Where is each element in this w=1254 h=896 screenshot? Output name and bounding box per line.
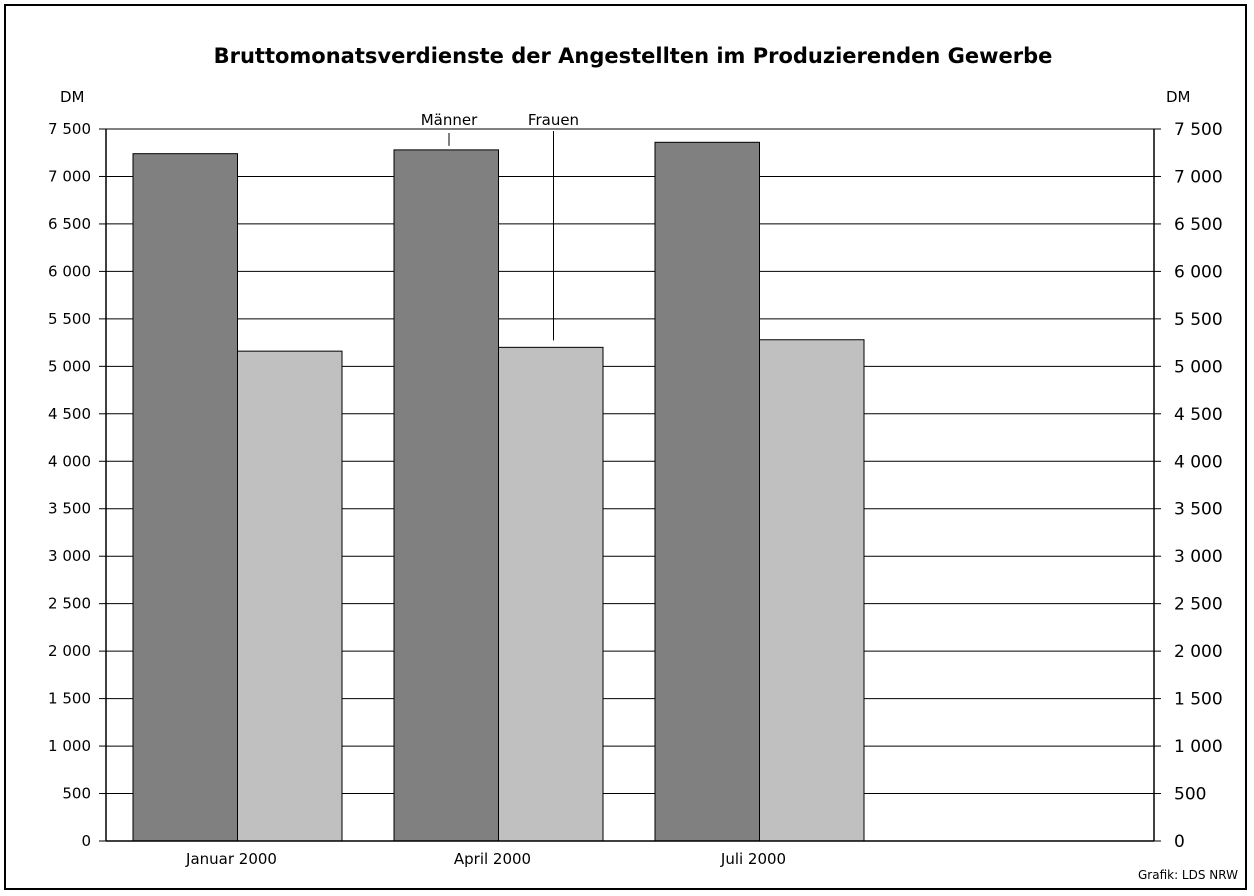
- y-tick-label-left: 5 000: [48, 357, 91, 375]
- y-tick-label-right: 6 000: [1174, 262, 1223, 282]
- y-tick-label-left: 4 000: [48, 452, 91, 470]
- y-tick-label-right: 7 500: [1174, 120, 1223, 140]
- y-tick-label-right: 3 500: [1174, 500, 1223, 520]
- annotation-label-frauen: Frauen: [528, 111, 579, 129]
- y-tick-label-left: 2 000: [48, 642, 91, 660]
- y-tick-label-right: 0: [1174, 832, 1185, 852]
- y-tick-label-left: 7 000: [48, 167, 91, 185]
- chart-title: Bruttomonatsverdienste der Angestellten …: [213, 44, 1053, 68]
- y-tick-label-left: 7 500: [48, 120, 91, 138]
- y-axis-unit-left: DM: [60, 88, 85, 106]
- annotation-label-maenner: Männer: [421, 111, 478, 129]
- y-tick-label-right: 2 500: [1174, 595, 1223, 615]
- bar-maenner: [393, 149, 499, 842]
- y-tick-label-left: 0: [81, 832, 91, 850]
- y-tick-label-right: 4 000: [1174, 452, 1223, 472]
- y-tick-label-right: 1 500: [1174, 690, 1223, 710]
- y-tick-label-left: 1 500: [48, 690, 91, 708]
- y-tick-label-left: 6 000: [48, 262, 91, 280]
- y-tick-label-left: 2 500: [48, 595, 91, 613]
- y-tick-label-left: 500: [62, 785, 91, 803]
- y-tick-label-left: 6 500: [48, 215, 91, 233]
- y-tick-label-left: 4 500: [48, 405, 91, 423]
- y-tick-label-left: 5 500: [48, 310, 91, 328]
- bar-maenner: [132, 153, 238, 842]
- y-tick-label-right: 1 000: [1174, 737, 1223, 757]
- x-tick-label: Juli 2000: [720, 850, 786, 868]
- y-tick-label-left: 3 500: [48, 500, 91, 518]
- y-tick-label-right: 5 500: [1174, 310, 1223, 330]
- x-tick-label: April 2000: [454, 850, 531, 868]
- y-tick-label-left: 3 000: [48, 547, 91, 565]
- y-tick-label-right: 500: [1174, 785, 1206, 805]
- y-tick-label-right: 7 000: [1174, 167, 1223, 187]
- y-tick-label-right: 6 500: [1174, 215, 1223, 235]
- y-axis-unit-right: DM: [1166, 88, 1191, 106]
- x-tick-label: Januar 2000: [185, 850, 277, 868]
- bar-frauen: [498, 346, 604, 842]
- bar-maenner: [654, 141, 760, 842]
- bar-frauen: [237, 350, 343, 842]
- source-credit: Grafik: LDS NRW: [1137, 868, 1238, 882]
- y-tick-label-right: 4 500: [1174, 405, 1223, 425]
- y-tick-label-right: 5 000: [1174, 357, 1223, 377]
- bar-frauen: [759, 339, 865, 842]
- y-tick-label-right: 2 000: [1174, 642, 1223, 662]
- y-tick-label-left: 1 000: [48, 737, 91, 755]
- y-tick-label-right: 3 000: [1174, 547, 1223, 567]
- chart-frame: [4, 4, 1247, 890]
